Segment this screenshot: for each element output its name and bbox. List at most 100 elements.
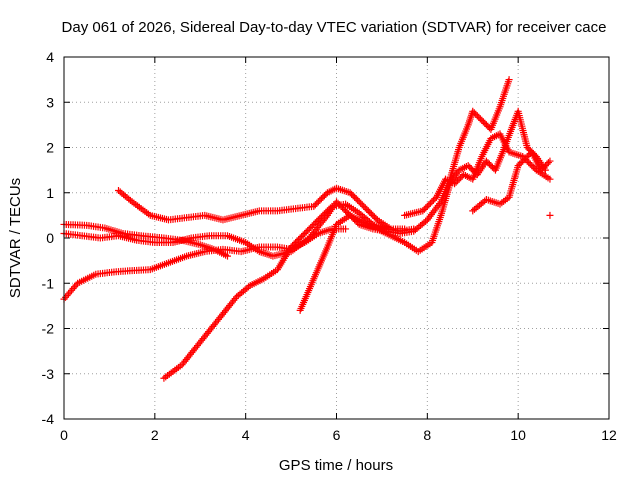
data-point (452, 178, 460, 186)
data-point (457, 174, 465, 182)
data-point (339, 204, 347, 212)
data-point (346, 189, 354, 197)
data-point (451, 180, 459, 188)
data-point (522, 154, 530, 162)
data-point (543, 160, 551, 168)
x-tick-label: 12 (601, 427, 617, 443)
data-point (320, 210, 328, 218)
x-tick-label: 0 (60, 427, 68, 443)
data-point (310, 220, 318, 228)
data-point (544, 159, 552, 167)
data-point (314, 216, 322, 224)
data-point (316, 214, 324, 222)
data-point (342, 207, 350, 215)
data-point (520, 156, 528, 164)
data-point (308, 222, 316, 230)
data-point (348, 190, 356, 198)
y-tick-label: 4 (46, 49, 54, 65)
series-trace-h (469, 148, 554, 215)
data-point (484, 159, 492, 167)
y-tick-label: -1 (42, 275, 55, 291)
data-point (311, 201, 319, 209)
data-point (305, 225, 313, 233)
chart-title: Day 061 of 2026, Sidereal Day-to-day VTE… (62, 19, 607, 36)
data-point (473, 112, 481, 120)
data-point (464, 162, 472, 170)
data-point (426, 199, 434, 207)
y-tick-label: 2 (46, 140, 54, 156)
data-point (419, 207, 427, 215)
data-point (319, 193, 327, 201)
series-trace-e (160, 200, 418, 382)
data-point (366, 208, 374, 216)
y-tick-label: -3 (42, 366, 55, 382)
data-point (310, 202, 318, 210)
data-point (325, 205, 333, 213)
data-point (455, 175, 463, 183)
data-point (422, 217, 430, 225)
x-tick-label: 2 (151, 427, 159, 443)
x-tick-label: 6 (333, 427, 341, 443)
data-point (528, 162, 536, 170)
data-point (454, 177, 462, 185)
data-point (313, 217, 321, 225)
data-point (290, 240, 298, 248)
data-point (523, 144, 531, 151)
data-point (482, 121, 490, 129)
data-point (302, 228, 310, 236)
data-point (525, 151, 533, 159)
data-point (475, 113, 483, 121)
data-point (126, 196, 134, 204)
data-point (316, 196, 324, 204)
data-point (546, 157, 554, 165)
data-point (289, 242, 297, 250)
data-point (342, 225, 350, 233)
data-point (323, 207, 331, 215)
data-point (481, 119, 489, 127)
series-trace-b (60, 76, 513, 260)
x-axis-label: GPS time / hours (279, 457, 393, 474)
data-point (314, 198, 322, 206)
data-point (319, 211, 327, 219)
data-point (537, 166, 545, 174)
y-tick-label: -4 (42, 411, 55, 427)
data-point (369, 211, 377, 219)
data-point (519, 157, 527, 165)
x-tick-label: 4 (242, 427, 250, 443)
data-point (354, 196, 362, 204)
data-point (313, 199, 321, 207)
y-tick-label: 1 (46, 185, 54, 201)
data-point (343, 208, 351, 216)
data-point (355, 198, 363, 206)
data-point (482, 157, 490, 165)
data-point (541, 162, 549, 170)
data-point (526, 160, 534, 168)
data-point (546, 175, 554, 183)
data-point (370, 213, 378, 221)
y-tick-label: -2 (42, 321, 55, 337)
y-tick-label: 0 (46, 230, 54, 246)
data-point (525, 145, 533, 153)
data-point (423, 202, 431, 210)
data-point (311, 219, 319, 227)
data-point (525, 159, 533, 167)
data-point (298, 232, 306, 240)
data-point (320, 192, 328, 200)
data-point (351, 193, 359, 201)
data-point (304, 226, 312, 234)
data-points (60, 76, 554, 382)
data-point (410, 225, 418, 233)
data-point (287, 243, 295, 251)
data-point (292, 239, 300, 247)
data-point (317, 195, 325, 203)
data-point (517, 159, 525, 167)
data-point (514, 162, 522, 170)
data-point (358, 201, 366, 209)
data-point (470, 109, 478, 117)
series-trace-c (115, 184, 409, 233)
data-point (540, 163, 548, 171)
data-point (317, 213, 325, 221)
data-point (488, 163, 496, 171)
data-point (322, 208, 330, 216)
